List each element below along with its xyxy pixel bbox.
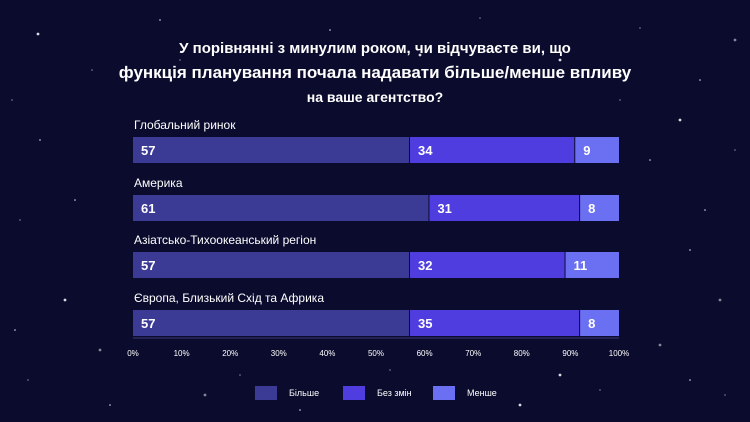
x-tick-label: 70% (465, 349, 481, 358)
bar-segment (565, 252, 619, 278)
title-line-2: функція планування почала надавати більш… (118, 63, 632, 82)
legend-swatch-same (343, 386, 365, 400)
star (689, 379, 691, 381)
star (699, 79, 701, 81)
star (329, 29, 331, 31)
bar-segment (575, 137, 619, 163)
data-label: 57 (141, 258, 155, 273)
legend-label-less: Менше (467, 388, 497, 398)
data-label: 32 (418, 258, 432, 273)
bar-segment (410, 252, 565, 278)
legend-label-same: Без змін (377, 388, 412, 398)
star (11, 99, 13, 101)
bar-segment (410, 310, 580, 336)
star (299, 409, 301, 411)
legend-item-more: Більше (255, 385, 319, 401)
data-label: 34 (418, 143, 433, 158)
x-tick-label: 20% (222, 349, 238, 358)
legend-item-less: Менше (433, 385, 497, 401)
star (734, 149, 736, 151)
category-label: Європа, Близький Схід та Африка (134, 291, 324, 305)
star (649, 159, 651, 161)
bar-segment (429, 195, 580, 221)
star (36, 32, 40, 36)
x-tick-label: 30% (271, 349, 287, 358)
x-tick-label: 90% (562, 349, 578, 358)
star (239, 374, 241, 376)
star (558, 58, 562, 62)
bar-segment (580, 310, 619, 336)
data-label: 57 (141, 143, 155, 158)
star (518, 403, 522, 407)
x-tick-label: 100% (609, 349, 629, 358)
star (718, 298, 722, 302)
bar-segment (133, 137, 410, 163)
x-tick-label: 50% (368, 349, 384, 358)
bar-segment (133, 195, 429, 221)
data-label: 61 (141, 201, 155, 216)
star (479, 17, 481, 19)
bar-segment (410, 137, 575, 163)
star (39, 139, 41, 141)
legend-item-same: Без змін (343, 385, 412, 401)
star (159, 19, 161, 21)
star (74, 199, 76, 201)
star (389, 369, 391, 371)
legend-label-more: Більше (289, 388, 320, 398)
x-tick-label: 80% (514, 349, 530, 358)
data-label: 57 (141, 316, 155, 331)
legend-swatch-more (255, 386, 277, 400)
chart-legend: Більше Без змін Менше (0, 385, 750, 401)
data-label: 35 (418, 316, 432, 331)
star (678, 118, 682, 122)
star (639, 27, 641, 29)
legend-swatch-less (433, 386, 455, 400)
star (418, 53, 422, 57)
category-label: Азіатсько-Тихоокеанський регіон (134, 233, 316, 247)
star (179, 59, 181, 61)
star (733, 38, 737, 42)
x-tick-label: 10% (174, 349, 190, 358)
star (658, 343, 662, 347)
star (599, 389, 601, 391)
category-label: Америка (134, 176, 183, 190)
data-label: 31 (437, 201, 451, 216)
star (203, 393, 207, 397)
category-label: Глобальний ринок (134, 118, 236, 132)
x-tick-label: 40% (319, 349, 335, 358)
data-label: 9 (583, 143, 590, 158)
star (619, 99, 621, 101)
star (98, 348, 102, 352)
x-tick-label: 0% (127, 349, 139, 358)
star (109, 404, 111, 406)
x-tick-label: 60% (417, 349, 433, 358)
star (14, 329, 16, 331)
data-label: 11 (574, 258, 588, 273)
title-line-3: на ваше агентство? (306, 89, 444, 105)
star (704, 209, 706, 211)
star (63, 298, 67, 302)
chart-title: У порівнянні з минулим роком, чи відчува… (0, 38, 750, 108)
star (91, 69, 93, 71)
bar-segment (133, 310, 410, 336)
bar-segment (580, 195, 619, 221)
star (558, 373, 562, 377)
data-label: 8 (588, 201, 595, 216)
data-label: 8 (588, 316, 595, 331)
star (689, 249, 691, 251)
star (248, 48, 252, 52)
bar-segment (133, 252, 410, 278)
title-line-1: У порівнянні з минулим роком, чи відчува… (179, 40, 571, 57)
star (27, 379, 29, 381)
star (724, 394, 726, 396)
star (19, 219, 21, 221)
